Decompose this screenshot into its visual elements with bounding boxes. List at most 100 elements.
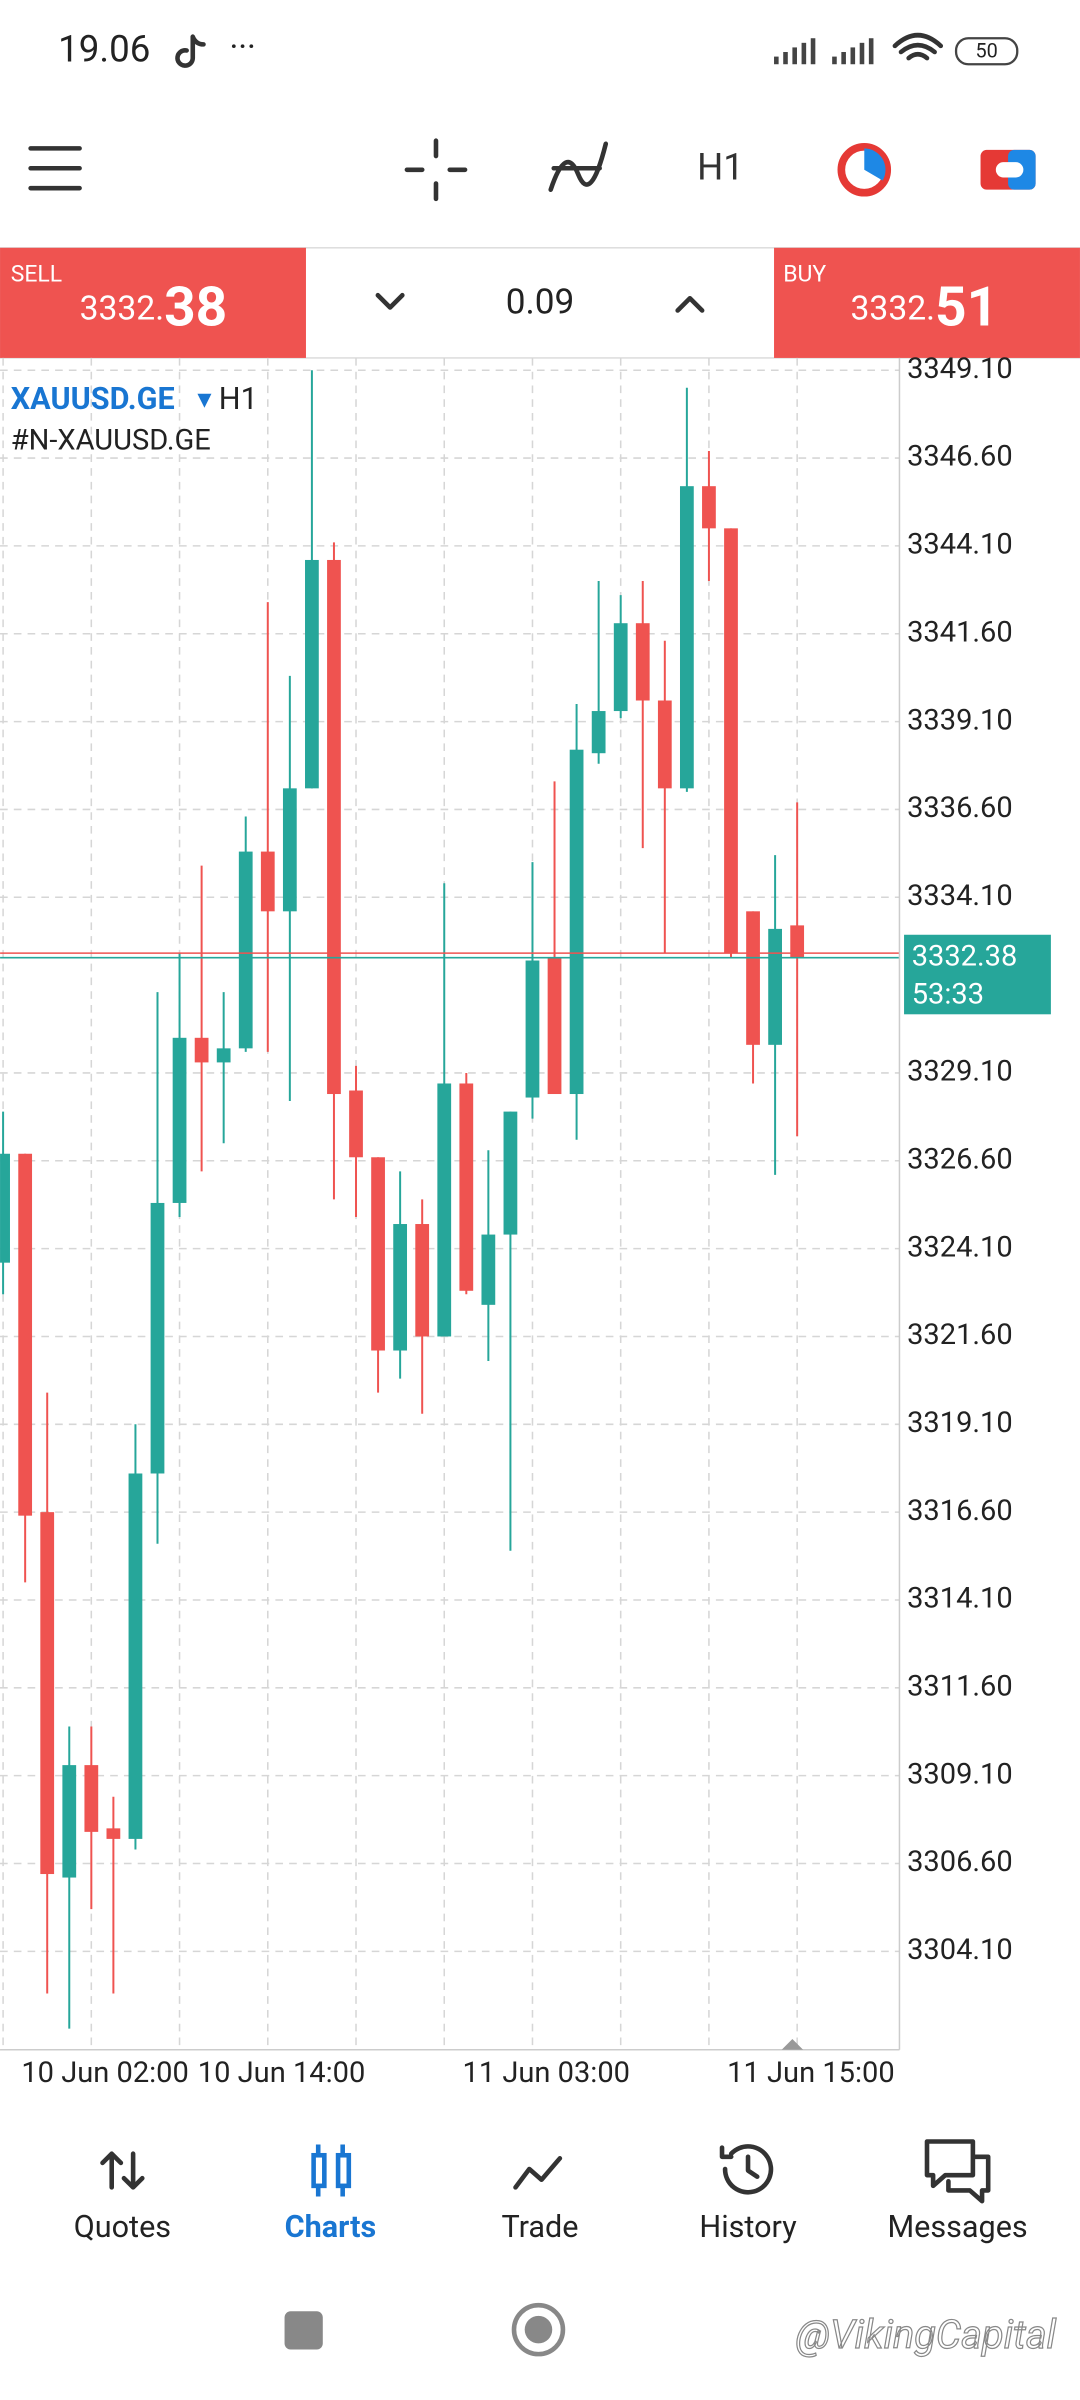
candle-body bbox=[40, 1512, 55, 1875]
candle-body bbox=[216, 1048, 231, 1063]
candle-body bbox=[459, 1083, 474, 1291]
y-tick-label: 3304.10 bbox=[907, 1933, 1013, 1967]
candle-body bbox=[84, 1765, 99, 1832]
menu-button[interactable] bbox=[28, 146, 82, 191]
candle-body bbox=[194, 1037, 209, 1063]
battery-level: 50 bbox=[975, 39, 997, 62]
plot-area bbox=[0, 370, 900, 2029]
candle-body bbox=[150, 1202, 165, 1474]
candle-body bbox=[635, 623, 650, 701]
candle-body bbox=[790, 925, 805, 957]
y-tick-label: 3314.10 bbox=[907, 1582, 1013, 1616]
y-tick-label: 3339.10 bbox=[907, 703, 1013, 737]
system-recent[interactable] bbox=[284, 2311, 323, 2350]
sell-price-main: 3332. bbox=[80, 289, 164, 328]
buy-button[interactable] bbox=[774, 247, 1080, 358]
candle-body bbox=[305, 559, 319, 789]
x-tick-label: 11 Jun 15:00 bbox=[727, 2056, 894, 2090]
sell-button[interactable] bbox=[0, 247, 306, 358]
quotes-icon bbox=[100, 2151, 145, 2190]
x-tick-label: 11 Jun 03:00 bbox=[462, 2056, 629, 2090]
candle-body bbox=[282, 788, 297, 912]
y-tick-label: 3321.60 bbox=[907, 1318, 1013, 1352]
y-tick-label: 3349.10 bbox=[907, 352, 1013, 386]
candle-body bbox=[393, 1224, 408, 1351]
trade-icon bbox=[513, 2156, 563, 2190]
indicators-button[interactable] bbox=[548, 141, 609, 192]
candle-body bbox=[18, 1153, 33, 1516]
y-tick-label: 3336.60 bbox=[907, 791, 1013, 825]
candle-body bbox=[547, 956, 562, 1095]
y-tick-label: 3334.10 bbox=[907, 879, 1013, 913]
candle-body bbox=[0, 1153, 10, 1263]
candle-body bbox=[503, 1111, 518, 1235]
symbol-dropdown[interactable]: ▼ bbox=[197, 390, 212, 411]
candle-body bbox=[260, 851, 275, 912]
candle-body bbox=[437, 1083, 452, 1337]
y-tick-label: 3316.60 bbox=[907, 1494, 1013, 1528]
status-more: ··· bbox=[229, 28, 255, 67]
candle-body bbox=[591, 711, 606, 754]
volume-down[interactable] bbox=[375, 292, 405, 310]
y-tick-label: 3309.10 bbox=[907, 1757, 1013, 1791]
timeframe-button[interactable]: H1 bbox=[697, 145, 744, 188]
nav-tab[interactable]: History bbox=[699, 2210, 797, 2245]
y-tick-label: 3326.60 bbox=[907, 1142, 1013, 1176]
shift-marker bbox=[781, 2039, 804, 2050]
volume[interactable]: 0.09 bbox=[506, 281, 575, 323]
buy-price: 3332.51 bbox=[851, 275, 999, 339]
candle-body bbox=[525, 960, 540, 1098]
nav-tab[interactable]: Quotes bbox=[74, 2210, 171, 2245]
nav-bar bbox=[0, 2095, 1080, 2295]
symbol[interactable]: XAUUSD.GE bbox=[11, 382, 175, 417]
nav-tab[interactable]: Trade bbox=[502, 2210, 579, 2245]
charts-icon bbox=[311, 2144, 352, 2197]
candle-body bbox=[724, 528, 738, 954]
volume-up[interactable] bbox=[675, 295, 705, 313]
y-tick-label: 3346.60 bbox=[907, 440, 1013, 474]
candle-body bbox=[349, 1090, 363, 1158]
candle-body bbox=[415, 1224, 430, 1337]
clock-button[interactable] bbox=[837, 143, 892, 197]
candle-body bbox=[327, 559, 341, 1095]
candle-body bbox=[679, 486, 694, 789]
y-tick-label: 3341.60 bbox=[907, 615, 1013, 649]
candle-body bbox=[172, 1037, 187, 1203]
nav-tab[interactable]: Charts bbox=[285, 2210, 377, 2245]
wifi-icon bbox=[892, 32, 944, 61]
nav-tab[interactable]: Messages bbox=[887, 2210, 1027, 2245]
chart-timeframe: H1 bbox=[219, 382, 258, 417]
candle-body bbox=[657, 700, 672, 789]
axis-labels: 3304.10 3306.60 3309.10 3311.60 3314.10 3316.… bbox=[21, 352, 1051, 2090]
candle-body bbox=[106, 1828, 121, 1839]
y-tick-label: 3319.10 bbox=[907, 1406, 1013, 1440]
buy-price-main: 3332. bbox=[851, 289, 936, 328]
tiktok-icon bbox=[175, 34, 206, 68]
candle-body bbox=[371, 1157, 385, 1351]
candle-body bbox=[238, 851, 253, 1049]
x-tick-label: 10 Jun 02:00 bbox=[21, 2056, 188, 2090]
crosshair-button[interactable] bbox=[404, 138, 468, 202]
candle-body bbox=[746, 911, 760, 1045]
candle-body bbox=[569, 749, 584, 1095]
symbol-description: #N-XAUUSD.GE bbox=[11, 424, 211, 458]
sell-price: 3332.38 bbox=[80, 275, 228, 339]
system-home[interactable] bbox=[511, 2302, 566, 2357]
sell-label: SELL bbox=[11, 260, 62, 287]
watermark: @VikingCapital bbox=[795, 2311, 1056, 2358]
system-home-dot bbox=[524, 2315, 553, 2344]
signal-icons bbox=[774, 38, 874, 65]
y-tick-label: 3324.10 bbox=[907, 1230, 1013, 1264]
price-tag-label: 3332.38 bbox=[912, 939, 1018, 973]
sell-price-big: 38 bbox=[164, 275, 227, 339]
countdown: 53:33 bbox=[912, 978, 984, 1012]
clock-fill bbox=[864, 148, 886, 181]
candle-body bbox=[128, 1473, 143, 1839]
candle-body bbox=[702, 486, 716, 529]
history-icon bbox=[719, 2144, 774, 2195]
candle-body bbox=[481, 1234, 496, 1305]
color-button-mid bbox=[995, 162, 1024, 178]
buy-label: BUY bbox=[783, 260, 826, 287]
